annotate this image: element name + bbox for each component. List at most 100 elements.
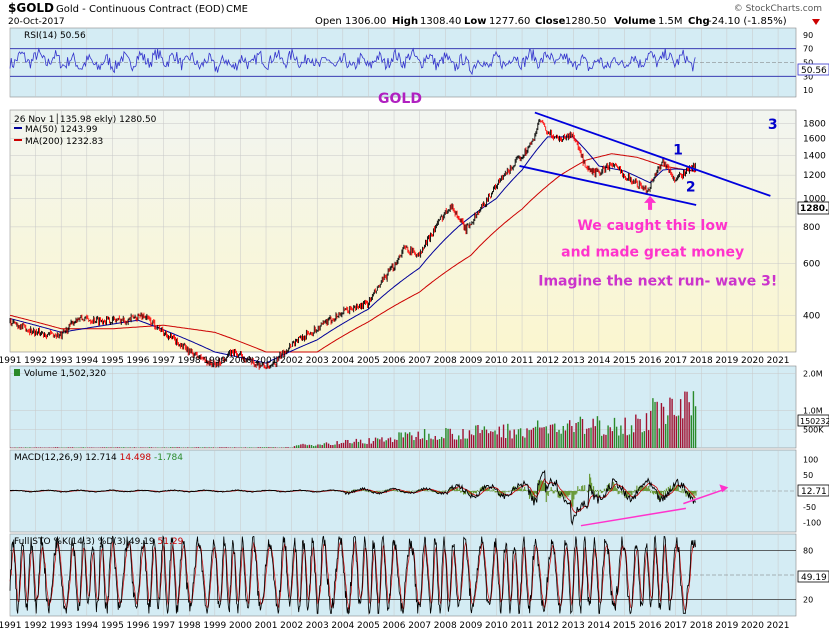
macd-hist-bar bbox=[550, 487, 552, 491]
volume-bar bbox=[406, 433, 409, 448]
macd-hist-bar bbox=[551, 489, 553, 491]
low-value: 1277.60 bbox=[489, 16, 530, 27]
volume-bar bbox=[287, 447, 289, 448]
volume-bar bbox=[577, 421, 579, 448]
macd-hist-bar bbox=[407, 491, 410, 492]
volume-bar bbox=[340, 443, 343, 448]
macd-hist-bar bbox=[468, 491, 471, 495]
macd-hist-bar bbox=[549, 490, 551, 491]
price-tick-1200: 1200 bbox=[803, 171, 826, 181]
macd-hist-bar bbox=[552, 491, 554, 494]
rsi-tick-50: 50 bbox=[803, 59, 813, 68]
low-arrow-icon bbox=[644, 195, 657, 210]
volume-bar bbox=[362, 443, 364, 448]
macd-hist-bar bbox=[595, 491, 598, 492]
x-tick-labels: 1991 1992 1993 1994 1995 1996 1997 1998 1999 2000… bbox=[0, 356, 790, 631]
macd-hist-bar bbox=[403, 491, 406, 493]
x-tick-2020: 2020 bbox=[741, 356, 764, 366]
volume-bar bbox=[675, 416, 678, 448]
volume-bar bbox=[605, 434, 607, 448]
volume-bar bbox=[310, 444, 313, 448]
next-run-note: Imagine the next run- wave 3! bbox=[538, 274, 777, 290]
macd-hist-bar bbox=[664, 491, 667, 495]
macd-hist-bar bbox=[599, 489, 602, 491]
volume-bar bbox=[571, 426, 573, 448]
sto-legend-prefix: Full STO %K(14,3) %D(3) bbox=[14, 537, 126, 547]
volume-label: Volume bbox=[614, 16, 656, 27]
volume-bar bbox=[513, 429, 515, 448]
macd-hist-bar bbox=[582, 485, 584, 491]
volume-bar bbox=[498, 426, 500, 448]
volume-bar bbox=[359, 439, 362, 448]
macd-hist-bar bbox=[473, 491, 476, 493]
volume-bar bbox=[178, 447, 180, 448]
macd-hist-bar bbox=[425, 490, 427, 491]
sto-current-tag: 49.19 bbox=[797, 570, 829, 583]
volume-bar bbox=[639, 419, 641, 448]
volume-bar bbox=[411, 435, 413, 448]
macd-hist-bar bbox=[537, 480, 540, 491]
x-tick-2003: 2003 bbox=[306, 356, 329, 366]
volume-bar bbox=[379, 439, 381, 448]
volume-bar bbox=[306, 445, 308, 448]
macd-hist-bar bbox=[633, 491, 635, 493]
volume-bar bbox=[123, 447, 125, 448]
volume-bar bbox=[547, 433, 550, 448]
volume-bar bbox=[400, 432, 402, 448]
macd-hist-value: -1.784 bbox=[154, 453, 183, 463]
macd-hist-bar bbox=[665, 488, 668, 491]
macd-hist-bar bbox=[568, 491, 570, 496]
macd-hist-bar bbox=[617, 491, 619, 495]
x-tick-2014: 2014 bbox=[587, 356, 610, 366]
macd-hist-bar bbox=[508, 491, 510, 493]
macd-hist-bar bbox=[531, 491, 534, 501]
volume-bar bbox=[163, 447, 166, 448]
macd-hist-bar bbox=[628, 491, 630, 495]
macd-hist-bar bbox=[648, 486, 650, 491]
x-tick-1995: 1995 bbox=[101, 621, 124, 631]
macd-line bbox=[9, 469, 696, 526]
macd-hist-bar bbox=[366, 491, 368, 492]
macd-hist-bar bbox=[677, 485, 679, 491]
volume-bar bbox=[259, 447, 262, 448]
macd-hist-bar bbox=[524, 486, 526, 491]
volume-bar bbox=[468, 430, 471, 448]
macd-hist-bar bbox=[575, 491, 577, 495]
macd-hist-bar bbox=[600, 491, 603, 494]
volume-bar bbox=[417, 431, 419, 448]
macd-hist-bar bbox=[627, 491, 629, 498]
volume-bar bbox=[133, 447, 136, 448]
macd-hist-bar bbox=[601, 491, 604, 493]
macd-hist-bar bbox=[487, 488, 489, 491]
macd-hist-bar bbox=[406, 491, 409, 492]
sto-tick-2: 20 bbox=[803, 596, 813, 605]
price-tick-1000: 1000 bbox=[803, 194, 826, 204]
macd-hist-bar bbox=[365, 491, 367, 492]
macd-hist-bar bbox=[620, 491, 622, 494]
volume-bar bbox=[598, 420, 601, 448]
x-tick-2010: 2010 bbox=[485, 621, 508, 631]
macd-hist-bar bbox=[455, 490, 457, 491]
price-tick-1800: 1800 bbox=[803, 119, 826, 129]
volume-bar bbox=[91, 447, 93, 448]
x-tick-2010: 2010 bbox=[485, 356, 508, 366]
volume-bar bbox=[581, 419, 584, 448]
x-tick-2019: 2019 bbox=[715, 621, 738, 631]
volume-bar bbox=[620, 425, 622, 448]
volume-bar bbox=[494, 430, 496, 448]
x-tick-1997: 1997 bbox=[152, 621, 175, 631]
volume-bar bbox=[295, 445, 298, 448]
macd-signal-value: 14.498 bbox=[120, 453, 152, 463]
macd-hist-bar bbox=[474, 491, 476, 494]
x-tick-2017: 2017 bbox=[664, 356, 687, 366]
macd-hist-bar bbox=[506, 491, 508, 492]
volume-bar bbox=[56, 447, 59, 448]
macd-hist-bar bbox=[535, 491, 538, 495]
macd-hist-bar bbox=[554, 490, 556, 491]
macd-hist-bar bbox=[565, 491, 567, 496]
volume-bar bbox=[342, 442, 345, 448]
x-tick-2007: 2007 bbox=[408, 621, 431, 631]
x-tick-2004: 2004 bbox=[331, 356, 354, 366]
symbol: $GOLD bbox=[8, 1, 54, 15]
price-tick-1400: 1400 bbox=[803, 151, 826, 161]
